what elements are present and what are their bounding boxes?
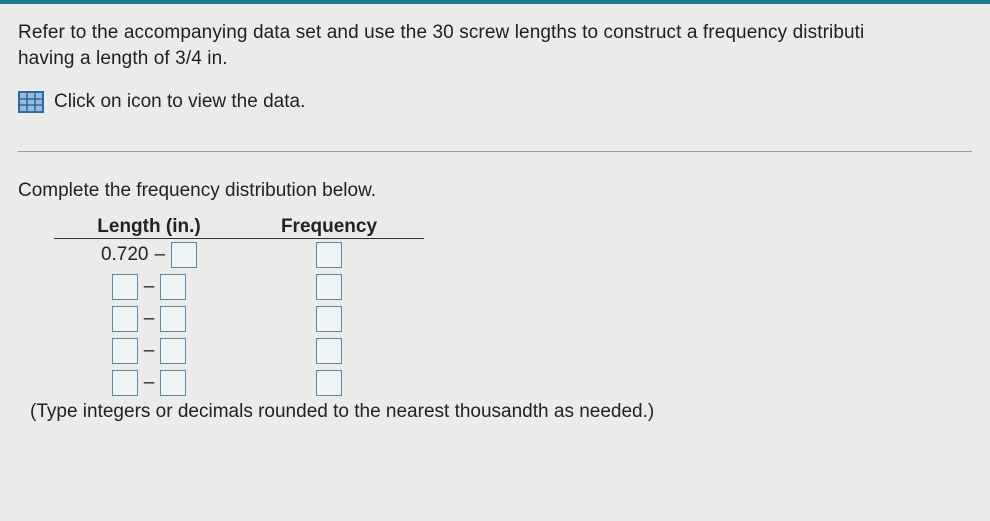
freq-cell: [244, 242, 414, 268]
length-lower-input[interactable]: [112, 338, 138, 364]
frequency-input[interactable]: [316, 370, 342, 396]
data-grid-icon[interactable]: [18, 91, 44, 113]
length-cell: –: [54, 274, 244, 300]
frequency-input[interactable]: [316, 242, 342, 268]
frequency-table: Length (in.) Frequency 0.720 – –: [54, 216, 972, 399]
freq-cell: [244, 338, 414, 364]
length-upper-input[interactable]: [171, 242, 197, 268]
freq-cell: [244, 306, 414, 332]
table-body: 0.720 – –: [54, 239, 972, 399]
data-link-label[interactable]: Click on icon to view the data.: [54, 91, 305, 113]
length-upper-input[interactable]: [160, 370, 186, 396]
range-dash: –: [144, 276, 155, 298]
question-line-2: having a length of 3/4 in.: [18, 48, 228, 69]
length-upper-input[interactable]: [160, 274, 186, 300]
length-cell: 0.720 –: [54, 242, 244, 268]
length-lower-input[interactable]: [112, 306, 138, 332]
table-row: –: [54, 367, 972, 399]
question-line-1: Refer to the accompanying data set and u…: [18, 22, 864, 43]
length-lower-input[interactable]: [112, 274, 138, 300]
table-header-row: Length (in.) Frequency: [54, 216, 424, 239]
length-cell: –: [54, 370, 244, 396]
length-upper-input[interactable]: [160, 338, 186, 364]
freq-cell: [244, 274, 414, 300]
frequency-input[interactable]: [316, 306, 342, 332]
range-dash: –: [144, 340, 155, 362]
frequency-input[interactable]: [316, 274, 342, 300]
range-dash: –: [144, 308, 155, 330]
freq-cell: [244, 370, 414, 396]
length-lower-input[interactable]: [112, 370, 138, 396]
table-row: 0.720 –: [54, 239, 972, 271]
range-dash: –: [144, 372, 155, 394]
question-panel: Refer to the accompanying data set and u…: [0, 4, 990, 423]
rounding-note: (Type integers or decimals rounded to th…: [30, 401, 972, 423]
table-row: –: [54, 271, 972, 303]
length-upper-input[interactable]: [160, 306, 186, 332]
length-cell: –: [54, 306, 244, 332]
data-link-row: Click on icon to view the data.: [18, 91, 972, 113]
first-lower-bound: 0.720: [101, 244, 149, 266]
table-row: –: [54, 335, 972, 367]
table-row: –: [54, 303, 972, 335]
question-text: Refer to the accompanying data set and u…: [18, 20, 972, 71]
length-cell: –: [54, 338, 244, 364]
header-length: Length (in.): [54, 216, 244, 238]
range-dash: –: [154, 244, 165, 266]
complete-prompt: Complete the frequency distribution belo…: [18, 180, 972, 202]
frequency-input[interactable]: [316, 338, 342, 364]
header-frequency: Frequency: [244, 216, 414, 238]
section-divider: [18, 151, 972, 152]
